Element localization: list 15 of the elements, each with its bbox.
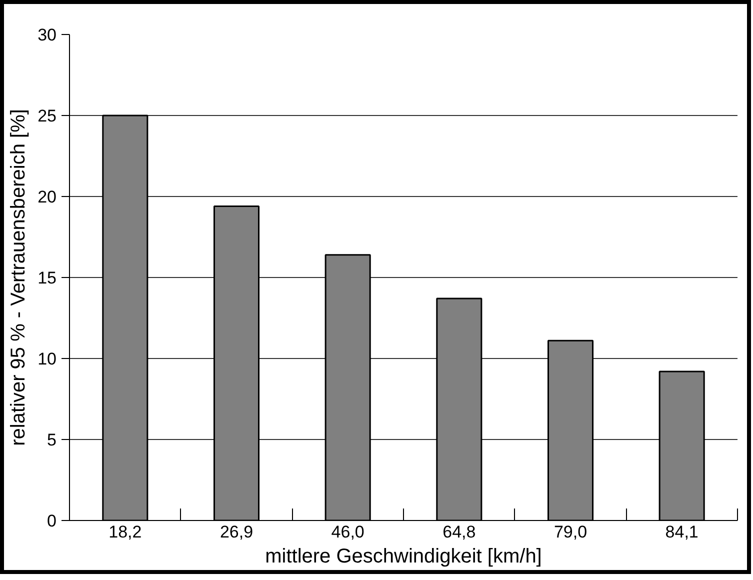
x-tick-label: 79,0 xyxy=(554,522,588,542)
y-tick-label: 30 xyxy=(38,26,57,44)
x-tick-label: 84,1 xyxy=(665,522,698,542)
y-tick-label: 0 xyxy=(47,512,57,530)
y-tick-label: 10 xyxy=(38,350,57,368)
x-axis-title: mittlere Geschwindigkeit [km/h] xyxy=(265,546,542,568)
y-tick-label: 5 xyxy=(47,430,57,450)
x-tick-label: 26,9 xyxy=(220,522,254,542)
y-axis-title: relativer 95 % - Vertrauensbereich [%] xyxy=(8,109,30,446)
x-tick-label: 46,0 xyxy=(331,522,364,542)
y-tick-label: 15 xyxy=(38,268,57,288)
y-tick-label: 20 xyxy=(38,188,57,206)
x-tick-label: 18,2 xyxy=(108,522,142,542)
x-tick-label: 64,8 xyxy=(442,522,476,542)
y-tick-label: 25 xyxy=(38,106,57,126)
